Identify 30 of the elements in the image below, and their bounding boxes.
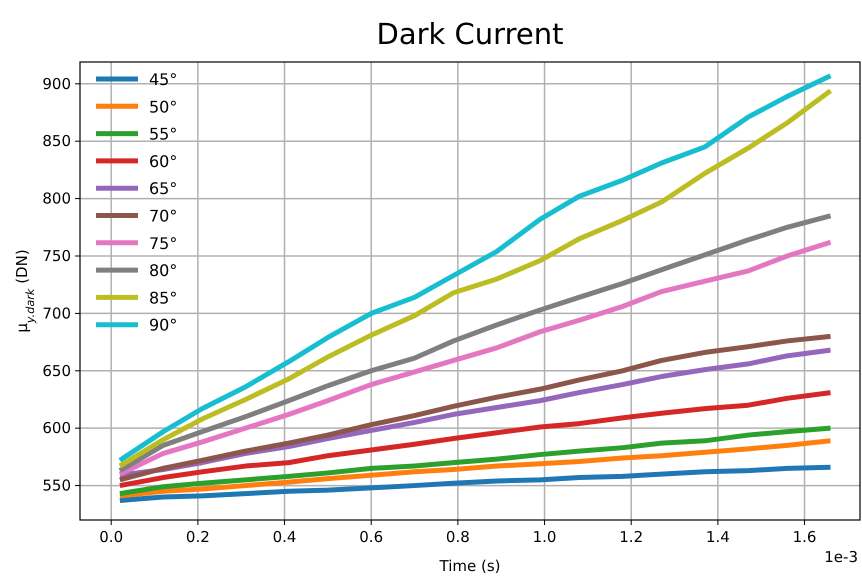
legend-label: 55° [149,124,178,144]
x-tick-label: 1.4 [706,528,730,546]
legend-label: 45° [149,70,178,89]
legend-label: 65° [149,179,178,198]
y-tick-label: 850 [42,132,71,150]
x-tick-label: 0.2 [186,528,210,546]
text: 1e-3 [824,548,858,566]
x-tick-label: 0.8 [446,528,470,546]
x-tick-label: 1.2 [619,528,644,546]
y-tick-label: 600 [42,419,71,438]
x-tick-label: 1.0 [532,528,556,546]
legend-label: 90° [149,316,178,335]
legend-label: 85° [149,288,178,308]
y-tick-label: 700 [42,304,71,322]
legend-label: 60° [149,152,178,171]
legend-label: 70° [149,206,178,226]
y-tick-label: 650 [42,362,71,380]
y-tick-label: 550 [42,476,71,495]
x-tick-label: 0.0 [99,528,124,546]
x-tick-label: 0.6 [359,528,384,546]
legend-label: 75° [149,234,178,253]
x-tick-label: 1.6 [792,528,816,546]
x-axis-title: Time (s) [438,557,500,575]
x-tick-label: 0.4 [272,528,296,546]
y-tick-label: 750 [42,246,71,265]
chart-title: Dark Current [376,17,564,51]
legend-label: 80° [149,261,178,280]
y-tick-label: 900 [42,74,71,93]
legend-label: 50° [149,97,178,116]
y-tick-label: 800 [42,190,71,208]
